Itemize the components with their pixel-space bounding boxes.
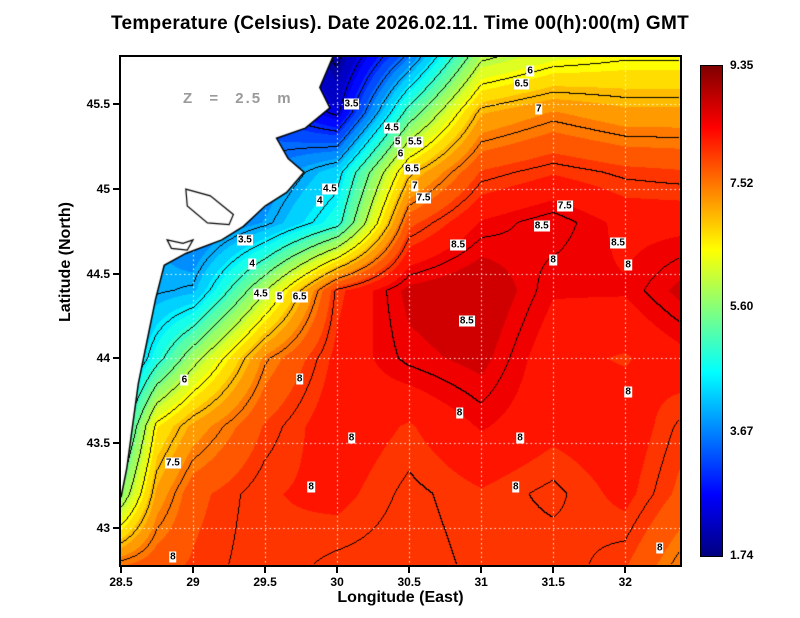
contour-label: 8.5 [533, 220, 550, 232]
contour-label: 4.5 [252, 288, 269, 300]
x-tick-mark [120, 567, 122, 573]
y-tick-label: 45 [96, 182, 110, 197]
y-tick-label: 43.5 [86, 436, 110, 451]
x-tick-label: 30.5 [397, 575, 421, 589]
x-axis-label: Longitude (East) [337, 589, 464, 606]
contour-label: 8 [656, 542, 664, 554]
contour-label: 8 [169, 551, 177, 563]
y-tick-mark [113, 272, 119, 275]
contour-label: 4 [316, 195, 324, 207]
contour-label: 8.5 [610, 237, 626, 249]
contour-label: 6.5 [404, 163, 420, 175]
contour-label: 8 [624, 259, 632, 271]
contour-label: 4.5 [321, 183, 338, 195]
y-tick-mark [113, 103, 119, 106]
x-tick-label: 28.5 [109, 575, 133, 589]
depth-annotation: Z = 2.5 m [183, 90, 293, 107]
x-tick-label: 31 [474, 575, 488, 589]
x-tick-mark [264, 567, 267, 573]
contour-label: 6 [526, 65, 534, 77]
x-tick-label: 30 [330, 575, 344, 589]
colorbar-tick-label: 3.67 [730, 423, 754, 438]
x-tick-label: 29.5 [253, 575, 277, 589]
contour-label: 4.5 [383, 122, 400, 134]
contour-label: 6.5 [291, 291, 308, 303]
y-tick-mark [113, 357, 119, 360]
contour-label: 8.5 [450, 239, 467, 251]
map-plot-area [119, 55, 682, 567]
colorbar-tick-label: 1.74 [730, 548, 754, 562]
contour-label: 8 [455, 407, 464, 419]
contour-label: 7 [535, 103, 543, 115]
contour-label: 3.5 [236, 234, 253, 246]
plot-title: Temperature (Celsius). Date 2026.02.11. … [111, 13, 689, 34]
contour-label: 7 [411, 180, 419, 192]
y-tick-mark [113, 188, 119, 191]
x-tick-mark [336, 567, 339, 573]
x-tick-mark [192, 567, 195, 573]
contour-label: 4 [248, 258, 256, 270]
x-tick-label: 31.5 [541, 575, 565, 589]
contour-label: 5.5 [406, 136, 423, 148]
x-tick-mark [408, 567, 411, 573]
contour-label: 8.5 [458, 315, 475, 327]
colorbar-tick-label: 7.52 [730, 175, 754, 190]
x-tick-mark [480, 567, 483, 573]
y-tick-label: 45.5 [86, 97, 110, 112]
contour-label: 6 [180, 374, 189, 386]
y-tick-label: 43 [96, 520, 110, 535]
x-tick-mark [624, 567, 627, 573]
y-tick-mark [113, 526, 119, 529]
contour-label: 5 [393, 136, 402, 148]
contour-label: 8 [516, 432, 524, 444]
temperature-heatmap-canvas [121, 57, 680, 565]
contour-label: 7.5 [164, 457, 181, 469]
x-tick-mark [552, 567, 555, 573]
contour-label: 6 [396, 148, 405, 160]
colorbar [700, 65, 723, 557]
contour-label: 8 [624, 386, 632, 398]
colorbar-tick-label: 9.35 [730, 58, 754, 72]
contour-label: 3.5 [343, 98, 360, 110]
y-tick-mark [113, 442, 119, 445]
contour-label: 8 [511, 481, 520, 493]
contour-label: 8 [307, 481, 315, 493]
colorbar-tick-label: 5.60 [730, 299, 754, 314]
contour-label: 6.5 [513, 78, 530, 90]
contour-label: 8 [347, 432, 356, 444]
y-axis-label: Latitude (North) [57, 202, 74, 322]
contour-label: 8 [549, 254, 557, 266]
x-tick-label: 32 [618, 575, 632, 589]
contour-label: 8 [295, 373, 304, 385]
y-tick-label: 44 [96, 351, 110, 366]
contour-label: 7.5 [556, 200, 573, 212]
x-tick-label: 29 [186, 575, 200, 589]
contour-label: 5 [275, 291, 284, 303]
contour-label: 7.5 [415, 192, 432, 204]
y-tick-label: 44.5 [86, 266, 110, 281]
